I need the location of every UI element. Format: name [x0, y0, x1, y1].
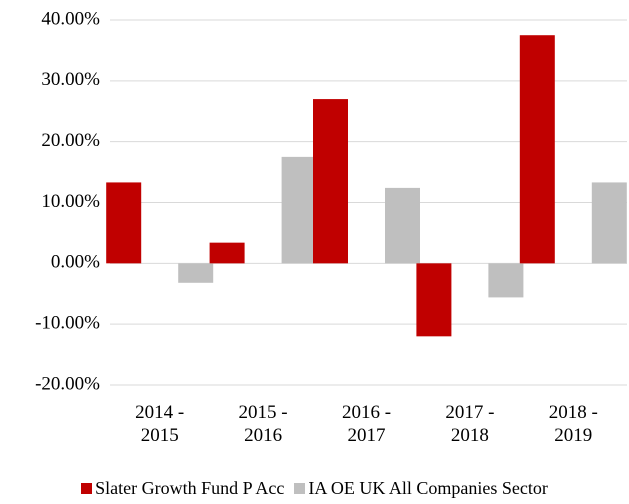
- bar: [416, 263, 452, 337]
- legend: Slater Growth Fund P Acc IA OE UK All Com…: [0, 478, 629, 499]
- bar: [385, 187, 420, 264]
- y-tick-label: -10.00%: [35, 313, 100, 334]
- bar: [313, 99, 348, 264]
- bar: [591, 182, 627, 264]
- y-tick-label: 0.00%: [51, 252, 100, 273]
- bar: [519, 35, 555, 264]
- bar: [488, 263, 524, 298]
- bar: [178, 263, 214, 283]
- y-tick-label: 20.00%: [41, 130, 100, 151]
- y-tick-label: 40.00%: [41, 8, 100, 29]
- bar: [209, 242, 245, 264]
- legend-item: Slater Growth Fund P Acc: [81, 478, 284, 499]
- legend-swatch: [81, 483, 93, 494]
- legend-label: IA OE UK All Companies Sector: [308, 478, 548, 498]
- x-tick-label: 2017 - 2018: [445, 402, 495, 446]
- x-tick-label: 2014 - 2015: [135, 402, 185, 446]
- x-tick-label: 2018 - 2019: [548, 402, 598, 446]
- y-tick-label: -20.00%: [35, 373, 100, 394]
- legend-item: IA OE UK All Companies Sector: [294, 478, 548, 499]
- x-tick-label: 2016 - 2017: [341, 402, 392, 446]
- y-tick-label: 30.00%: [41, 69, 100, 90]
- legend-label: Slater Growth Fund P Acc: [95, 478, 285, 498]
- y-tick-label: 10.00%: [41, 191, 100, 212]
- x-tick-label: 2015 - 2016: [238, 402, 288, 446]
- legend-swatch: [294, 483, 306, 494]
- bar: [106, 182, 142, 264]
- bar: [281, 156, 317, 264]
